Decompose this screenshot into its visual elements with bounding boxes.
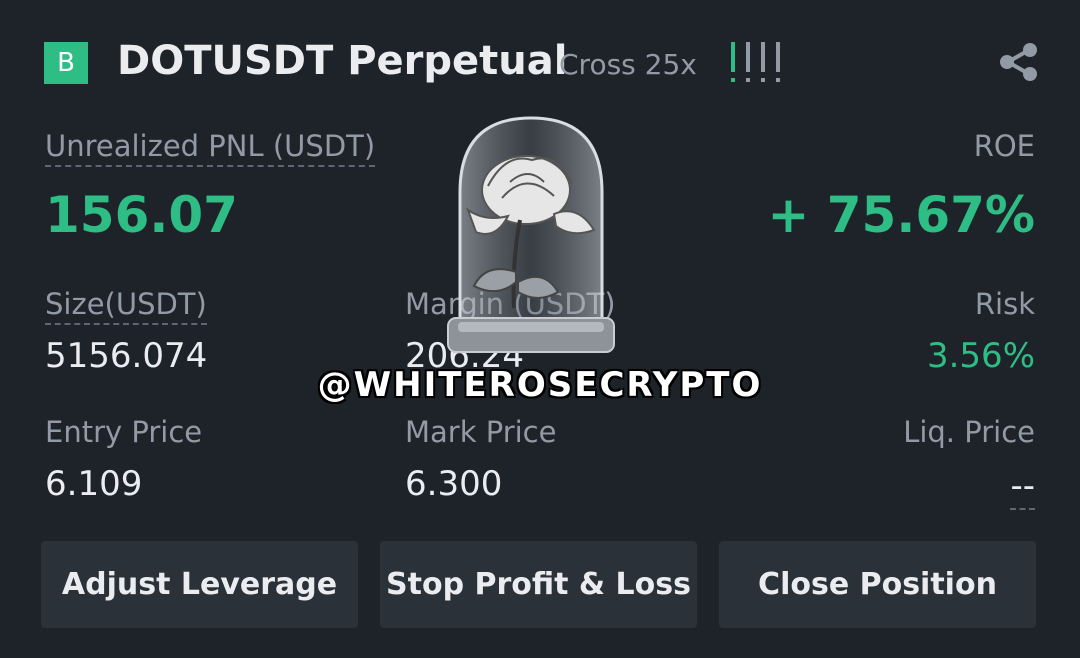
roe-value: + 75.67% (767, 186, 1035, 244)
stop-profit-loss-button[interactable]: Stop Profit & Loss (380, 541, 697, 628)
rose-dome-watermark-image (446, 112, 616, 360)
liq-price-label: Liq. Price (903, 415, 1035, 449)
risk-label: Risk (974, 287, 1035, 321)
risk-bar-4 (776, 42, 780, 82)
size-label[interactable]: Size(USDT) (45, 287, 207, 325)
watermark-handle: @WHITEROSECRYPTO (317, 365, 763, 405)
liq-price-value[interactable]: -- (1010, 466, 1035, 510)
risk-value: 3.56% (926, 336, 1035, 376)
mark-price-label: Mark Price (405, 415, 557, 449)
close-position-button[interactable]: Close Position (719, 541, 1036, 628)
entry-price-value: 6.109 (45, 464, 143, 504)
mark-price-value: 6.300 (405, 464, 503, 504)
risk-bar-1 (731, 42, 735, 82)
risk-level-indicator (731, 42, 780, 84)
adjust-leverage-button[interactable]: Adjust Leverage (41, 541, 358, 628)
unrealized-pnl-label[interactable]: Unrealized PNL (USDT) (45, 129, 376, 167)
unrealized-pnl-value: 156.07 (45, 186, 238, 244)
size-value: 5156.074 (45, 336, 208, 376)
entry-price-label: Entry Price (45, 415, 203, 449)
margin-mode-leverage[interactable]: Cross 25x (559, 48, 697, 81)
risk-bar-2 (746, 42, 750, 82)
roe-label: ROE (973, 129, 1035, 163)
exchange-badge: B (44, 42, 88, 84)
share-icon[interactable] (998, 42, 1040, 82)
risk-bar-3 (761, 42, 765, 82)
contract-symbol[interactable]: DOTUSDT Perpetual (117, 38, 568, 84)
